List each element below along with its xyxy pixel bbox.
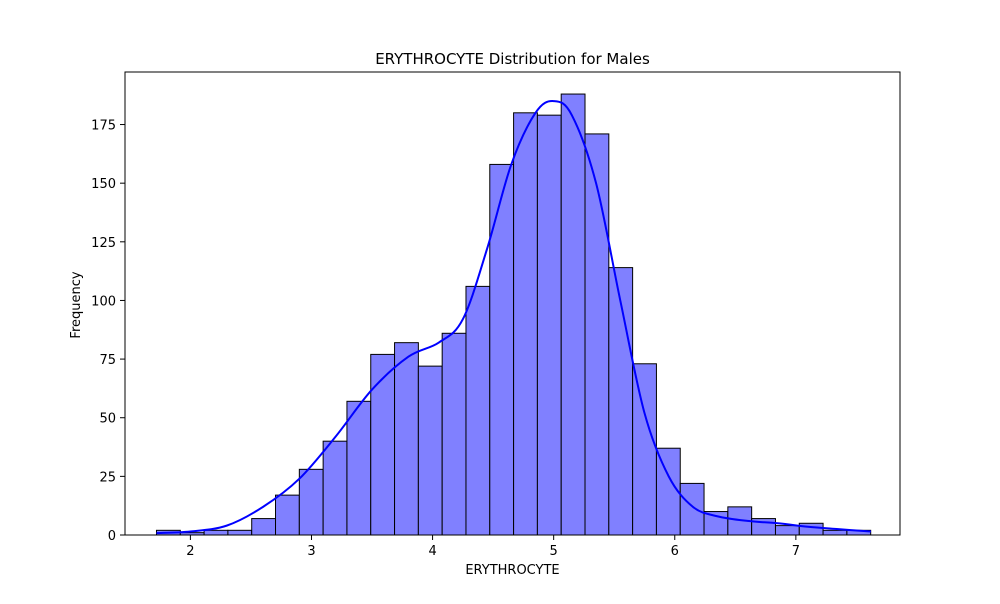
y-tick-label: 100 [91,294,116,309]
histogram-bar [560,93,586,536]
histogram-bar [394,342,419,536]
bars-group [155,93,872,536]
x-tick-label: 4 [428,544,436,559]
histogram-bar [822,529,848,536]
histogram-bar [608,267,634,536]
histogram-bar [465,285,491,536]
y-axis-ticks: 0 25 50 75 100 125 150 175 [91,119,125,544]
plot-frame [124,71,901,536]
y-tick-label: 125 [91,236,116,251]
y-tick-label: 0 [108,529,116,544]
histogram-bar [370,353,396,536]
histogram-bar [584,133,610,536]
histogram-bar [417,365,443,536]
histogram-bar [632,363,657,536]
histogram-bar [251,518,277,536]
histogram-bar [203,529,229,536]
histogram-bar [275,494,300,536]
x-tick-label: 6 [671,544,679,559]
histogram-bar [441,332,467,536]
histogram-bar [774,525,800,536]
y-tick-label: 50 [99,412,116,427]
kde-curve [156,100,872,535]
x-tick-label: 2 [186,544,194,559]
x-axis-label: ERYTHROCYTE [465,563,559,578]
histogram-bar [536,114,562,536]
histogram-bar [513,112,538,536]
histogram-bar [298,468,324,536]
x-axis-ticks: 2 3 4 5 6 7 [186,535,800,559]
chart-title: ERYTHROCYTE Distribution for Males [375,50,650,68]
y-axis-label: Frequency [69,271,84,338]
y-tick-label: 175 [91,119,116,134]
histogram-bar [346,400,372,536]
x-tick-label: 3 [307,544,315,559]
histogram-bar [227,529,253,536]
histogram-bar [798,522,824,536]
y-tick-label: 75 [99,353,116,368]
histogram-bar [322,440,348,536]
x-tick-label: 7 [792,544,800,559]
histogram-bar [655,447,681,536]
histogram-bar [489,163,515,536]
histogram-bar [679,482,705,536]
y-tick-label: 150 [91,177,116,192]
y-tick-label: 25 [99,470,116,485]
x-tick-label: 5 [550,544,558,559]
